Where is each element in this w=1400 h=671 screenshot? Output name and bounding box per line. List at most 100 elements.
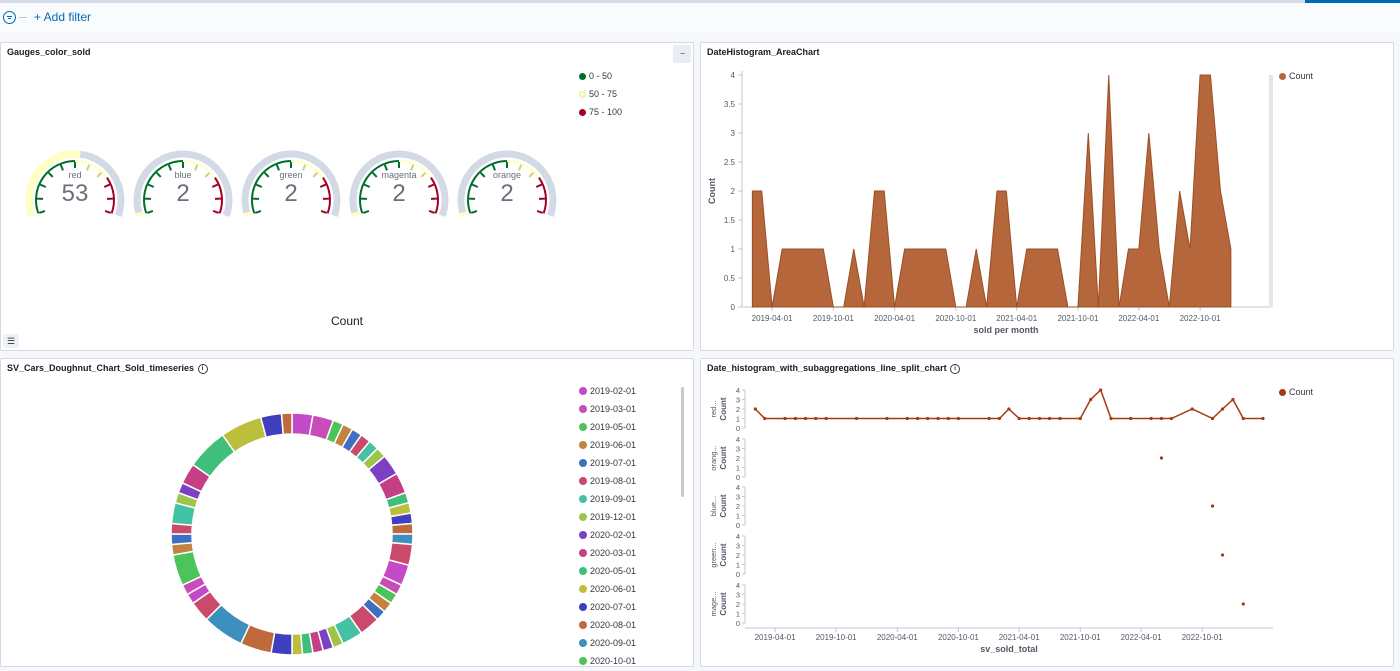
gauge-tick	[383, 164, 388, 171]
doughnut-legend-item[interactable]: 2019-05-01	[579, 422, 636, 432]
gauge-tick	[212, 210, 220, 214]
split-data-point	[1159, 416, 1164, 421]
y-tick-label: 4	[736, 581, 740, 590]
doughnut-slice[interactable]	[280, 412, 293, 436]
gauge-scale-band	[430, 177, 439, 214]
gauge-tick	[302, 164, 307, 171]
split-data-point	[763, 416, 767, 421]
panel-options-button[interactable]: ∙∙∙	[673, 45, 691, 63]
x-tick-label: 2022-04-01	[1118, 314, 1159, 323]
gauge-scale-band	[251, 160, 292, 214]
legend-swatch	[579, 477, 587, 485]
add-filter-button[interactable]: + Add filter	[34, 10, 92, 24]
info-icon[interactable]: i	[950, 363, 961, 374]
gauge-tick	[528, 171, 535, 178]
split-row-label: green...	[709, 542, 718, 567]
gauge-track	[457, 150, 557, 217]
split-data-point	[854, 416, 859, 421]
gauge-tick	[103, 183, 111, 188]
split-row-label: orang...	[709, 445, 718, 470]
gauge-value: 2	[500, 180, 513, 207]
doughnut-slice[interactable]	[170, 533, 194, 546]
x-tick-label: 2021-04-01	[999, 633, 1040, 642]
doughnut-legend-item[interactable]: 2020-08-01	[579, 620, 636, 630]
legend-label: 2019-03-01	[590, 404, 637, 414]
doughnut-legend-item[interactable]: 2019-09-01	[579, 494, 636, 504]
doughnut-legend-item[interactable]: 2020-03-01	[579, 548, 636, 558]
y-tick-label: 4	[731, 71, 736, 80]
y-tick-label: 2	[736, 551, 740, 560]
doughnut-legend-item[interactable]: 2020-10-01	[579, 656, 636, 666]
split-data-point	[885, 416, 889, 421]
doughnut-legend-item[interactable]: 2019-03-01	[579, 404, 636, 414]
gauge-scale-band	[290, 160, 324, 179]
x-tick-label: 2021-04-01	[996, 314, 1037, 323]
brush-handle	[1269, 75, 1273, 307]
doughnut-legend-item[interactable]: 2019-08-01	[579, 476, 636, 486]
legend-label: 2020-05-01	[590, 566, 637, 576]
doughnut-legend-item[interactable]: 2019-06-01	[579, 440, 636, 450]
y-tick-label: 4	[736, 435, 740, 444]
area-legend-item[interactable]: Count	[1279, 71, 1313, 81]
split-line-series	[754, 388, 1263, 420]
doughnut-legend-item[interactable]: 2019-02-01	[579, 386, 636, 396]
x-tick-label: 2022-10-01	[1180, 314, 1221, 323]
doughnut-legend-item[interactable]: 2019-12-01	[579, 512, 636, 522]
y-tick-label: 2	[736, 502, 740, 511]
doughnut-legend-item[interactable]: 2020-06-01	[579, 584, 636, 594]
split-data-point	[1210, 416, 1215, 421]
split-data-point	[1231, 397, 1235, 402]
legend-swatch	[579, 441, 587, 449]
gauge-track	[349, 150, 449, 217]
gauge-tick	[263, 171, 270, 178]
legend-label: 2020-06-01	[590, 584, 637, 594]
gauge-tick	[204, 171, 211, 178]
legend-swatch	[579, 621, 587, 629]
gauge-legend-item[interactable]: 0 - 50	[579, 71, 612, 81]
y-tick-label: 4	[736, 532, 740, 541]
x-axis-title: sold per month	[974, 325, 1039, 335]
legend-swatch	[579, 567, 587, 575]
legend-label: 2020-08-01	[590, 620, 637, 630]
doughnut-legend-item[interactable]: 2020-05-01	[579, 566, 636, 576]
gauge-label: orange	[493, 170, 521, 180]
split-data-point	[793, 416, 798, 421]
split-data-point	[926, 416, 930, 421]
filter-options-icon[interactable]	[3, 11, 16, 24]
split-line-panel: Date_histogram_with_subaggregations_line…	[700, 358, 1394, 667]
legend-toggle-icon[interactable]: ☰	[3, 334, 19, 348]
gauge-tick	[194, 164, 199, 171]
gauge-tick	[254, 210, 262, 214]
doughnut-legend-item[interactable]: 2020-02-01	[579, 530, 636, 540]
split-data-point	[783, 416, 787, 421]
info-icon[interactable]: i	[197, 363, 208, 374]
gauge-tick	[320, 210, 328, 214]
split-data-point	[1037, 416, 1042, 421]
legend-label: 2019-05-01	[590, 422, 637, 432]
legend-label: 2019-02-01	[590, 386, 637, 396]
doughnut-slice[interactable]	[390, 522, 414, 535]
legend-swatch	[579, 459, 587, 467]
x-tick-label: 2019-04-01	[752, 314, 793, 323]
gauge-tick	[427, 183, 435, 188]
gauge-legend-item[interactable]: 50 - 75	[579, 89, 617, 99]
y-tick-label: 4	[736, 483, 740, 492]
split-legend-item[interactable]: Count	[1279, 387, 1313, 397]
gauge-legend-item[interactable]: 75 - 100	[579, 107, 622, 117]
gauge-scale-band	[467, 160, 508, 214]
y-tick-label: 3	[731, 129, 736, 138]
gauge-scale-band	[538, 177, 547, 214]
gauge-label: red	[68, 170, 81, 180]
doughnut-legend-item[interactable]: 2020-09-01	[579, 638, 636, 648]
doughnut-legend-item[interactable]: 2020-07-01	[579, 602, 636, 612]
y-tick-label: 3	[736, 542, 740, 551]
legend-scrollbar[interactable]	[681, 387, 684, 497]
doughnut-legend-item[interactable]: 2019-07-01	[579, 458, 636, 468]
doughnut-slice[interactable]	[291, 632, 304, 656]
y-tick-label: 0	[731, 303, 736, 312]
legend-label: 2019-12-01	[590, 512, 637, 522]
legend-label: 2019-07-01	[590, 458, 637, 468]
gauge-tick	[275, 164, 280, 171]
panel-title: Date_histogram_with_subaggregations_line…	[707, 363, 961, 374]
